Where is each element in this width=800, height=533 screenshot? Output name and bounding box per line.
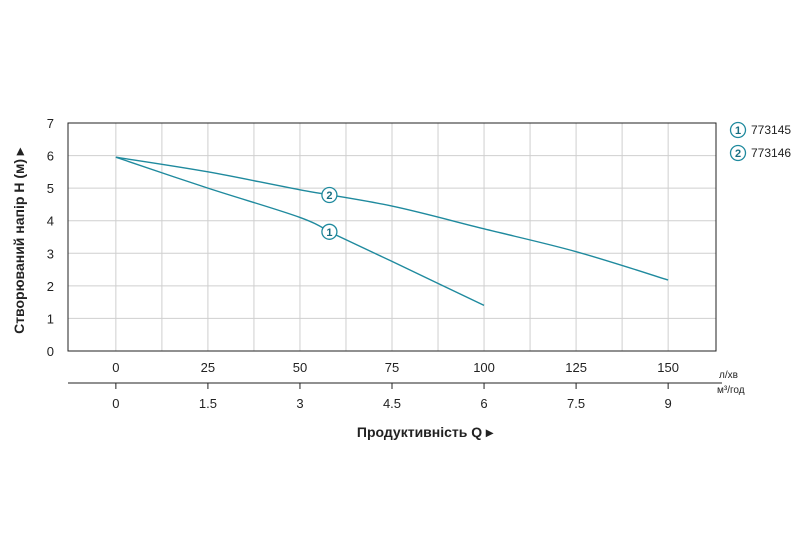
y-tick-label: 7	[47, 116, 54, 131]
series-line-773146	[115, 156, 669, 281]
y-tick-label: 1	[47, 311, 54, 326]
series-marker-label: 1	[326, 227, 332, 239]
x-unit-primary: л/хв	[719, 370, 738, 381]
series-line-773145	[115, 156, 485, 307]
x-tick-label-secondary: 4.5	[383, 396, 401, 411]
x-tick-label-primary: 0	[112, 360, 119, 375]
x-tick-label-primary: 100	[473, 360, 495, 375]
x-unit-secondary: м³/год	[717, 385, 745, 396]
y-axis-ticks: 0 1 2 3 4 5 6 7	[47, 116, 54, 359]
x-tick-label-secondary: 3	[296, 396, 303, 411]
x-tick-label-secondary: 9	[665, 396, 672, 411]
x-tick-label-secondary: 1.5	[199, 396, 217, 411]
y-tick-label: 4	[47, 214, 54, 229]
legend-marker-label: 1	[735, 125, 741, 137]
y-tick-label: 2	[47, 279, 54, 294]
grid	[68, 123, 716, 351]
x-axis-label: Продуктивність Q ▸	[357, 424, 494, 440]
x-tick-label-primary: 150	[657, 360, 679, 375]
x-tick-label-secondary: 0	[112, 396, 119, 411]
x-tick-label-primary: 125	[565, 360, 587, 375]
y-tick-label: 3	[47, 246, 54, 261]
x-tick-label-primary: 25	[201, 360, 215, 375]
legend-marker-773146	[729, 144, 747, 162]
x-tick-label-secondary: 7.5	[567, 396, 585, 411]
y-tick-label: 5	[47, 181, 54, 196]
legend-entry-label: 773146	[751, 146, 791, 160]
y-tick-label: 0	[47, 344, 54, 359]
legend: 1 773145 2 773146	[729, 121, 791, 162]
x-axis-ticks-primary: 0 25 50 75 100 125 150	[112, 360, 679, 375]
x-tick-label-primary: 75	[385, 360, 399, 375]
x-axis-ticks-secondary: 0 1.5 3 4.5 6 7.5 9	[112, 383, 672, 411]
legend-entry-label: 773145	[751, 123, 791, 137]
y-axis-label: Створюваний напір H (м) ▸	[11, 147, 27, 334]
legend-marker-773145	[729, 121, 747, 139]
series-marker-label: 2	[326, 190, 332, 202]
series-layer: 12	[115, 156, 669, 307]
legend-marker-label: 2	[735, 148, 741, 160]
plot-frame	[67, 122, 717, 352]
series-marker-773146	[321, 186, 338, 204]
x-tick-label-primary: 50	[293, 360, 307, 375]
x-tick-label-secondary: 6	[480, 396, 487, 411]
y-tick-label: 6	[47, 149, 54, 164]
series-marker-773145	[321, 223, 338, 240]
